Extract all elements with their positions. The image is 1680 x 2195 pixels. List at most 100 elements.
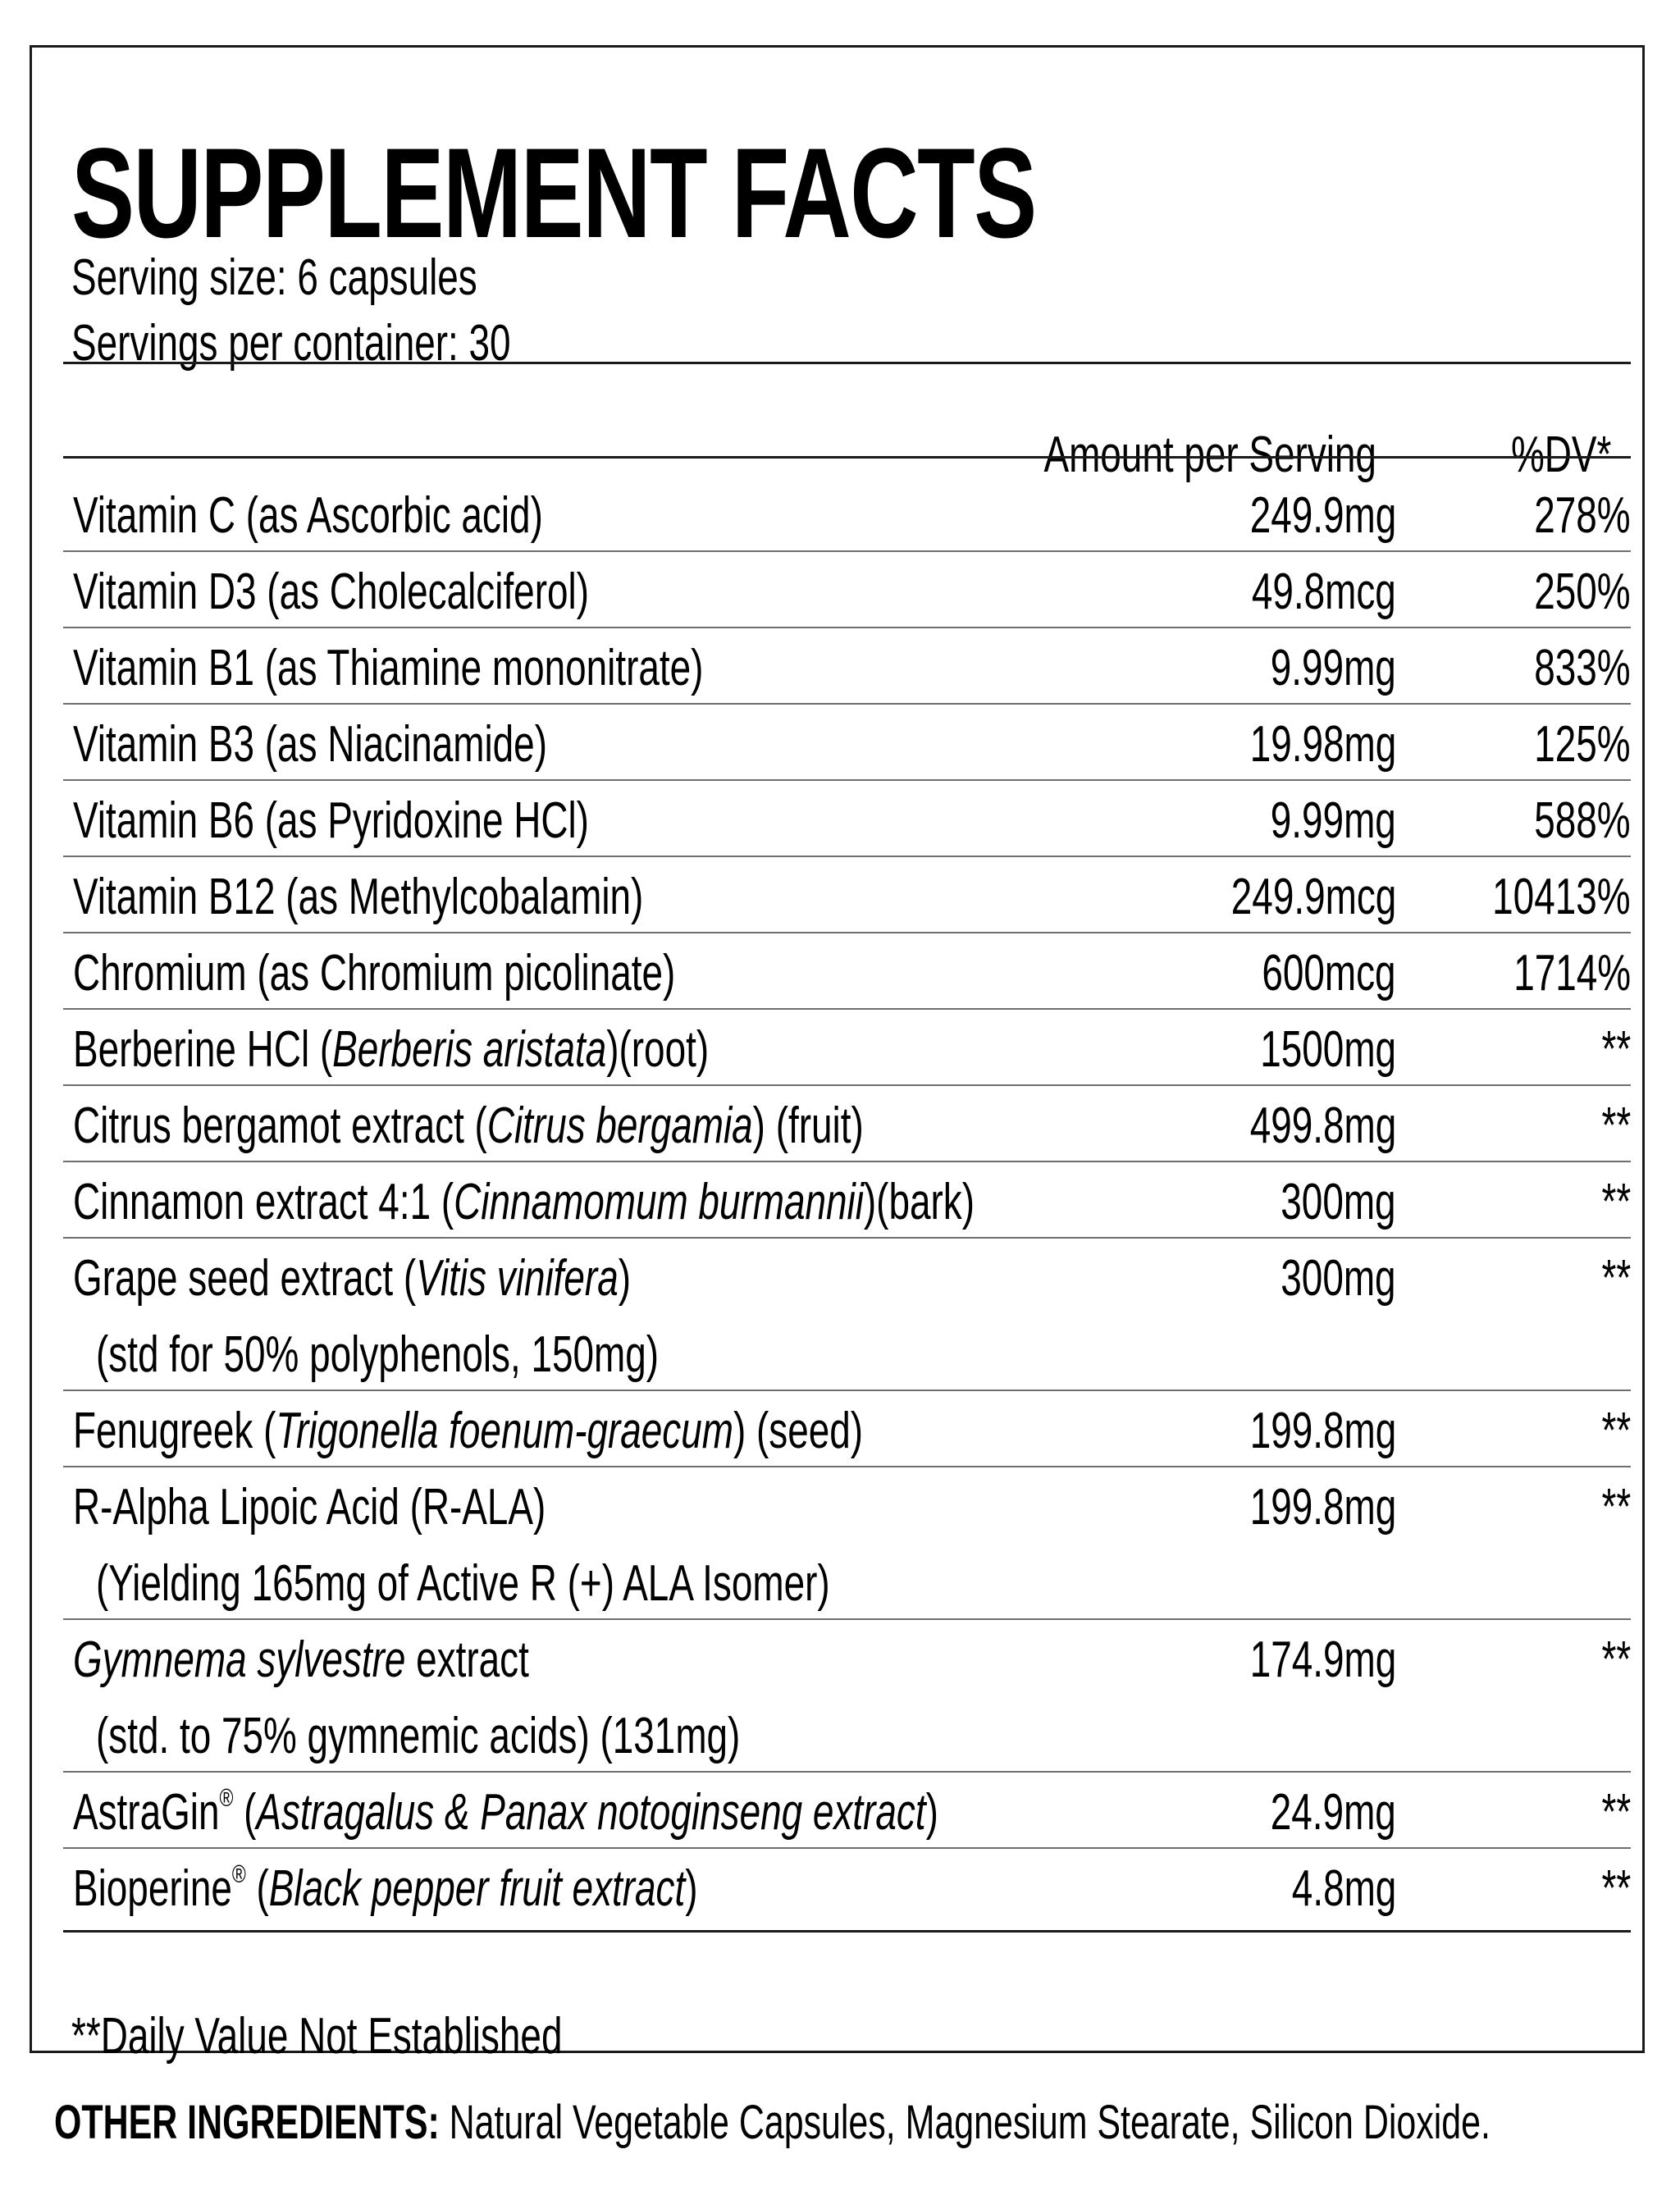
ingredient-amount: 600mcg [1215, 945, 1396, 1002]
table-row: Citrus bergamot extract (Citrus bergamia… [63, 1086, 1631, 1162]
table-row: Vitamin B3 (as Niacinamide) 19.98mg 125% [63, 705, 1631, 781]
ingredient-name-part: Vitamin B3 (as Niacinamide) [73, 716, 547, 773]
ingredient-amount-text: 499.8mg [1249, 1098, 1396, 1154]
ingredient-daily-value-text: ** [1601, 1403, 1631, 1459]
ingredient-daily-value: ** [1591, 1250, 1631, 1307]
ingredient-name-part: Vitamin B12 (as Methylcobalamin) [73, 869, 644, 925]
ingredient-amount: 249.9mcg [1173, 869, 1396, 926]
ingredients-table: Vitamin C (as Ascorbic acid) 249.9mg 278% V… [63, 476, 1631, 1923]
ingredient-name-part: Citrus bergamot extract ( [73, 1098, 487, 1154]
ingredient-daily-value: 833% [1500, 640, 1631, 697]
registered-mark: ® [231, 1860, 246, 1889]
ingredient-daily-value: 10413% [1444, 869, 1631, 926]
other-ingredients-text: Natural Vegetable Capsules, Magnesium St… [439, 2096, 1491, 2149]
ingredient-name-part: Vitamin B6 (as Pyridoxine HCl) [73, 792, 589, 849]
ingredient-name-part: Vitamin B1 (as Thiamine mononitrate) [73, 640, 704, 696]
ingredient-amount-text: 249.9mg [1249, 487, 1396, 544]
ingredient-name: Vitamin B3 (as Niacinamide) [73, 716, 714, 773]
ingredient-amount-text: 199.8mg [1249, 1479, 1396, 1536]
ingredient-amount-text: 9.99mg [1270, 792, 1396, 849]
table-row: Grape seed extract (Vitis vinifera) (std … [63, 1239, 1631, 1391]
ingredient-daily-value: 250% [1500, 564, 1631, 621]
header-bottom-rule [63, 456, 1631, 459]
ingredient-daily-value-text: ** [1601, 1250, 1631, 1307]
ingredient-name: Cinnamon extract 4:1 (Cinnamomum burmann… [73, 1174, 1291, 1231]
ingredient-daily-value: ** [1591, 1174, 1631, 1231]
ingredient-daily-value: ** [1591, 1860, 1631, 1918]
ingredient-amount-text: 199.8mg [1249, 1403, 1396, 1459]
registered-mark: ® [219, 1783, 234, 1813]
ingredient-daily-value-text: ** [1601, 1098, 1631, 1154]
table-row: Cinnamon extract 4:1 (Cinnamomum burmann… [63, 1162, 1631, 1239]
ingredient-amount-text: 300mg [1281, 1250, 1396, 1307]
ingredient-name: Grape seed extract (Vitis vinifera) [73, 1250, 827, 1307]
column-header-amount-text: Amount per Serving [1043, 427, 1376, 483]
ingredient-name-part: extract [405, 1631, 529, 1688]
other-ingredients-label: OTHER INGREDIENTS: [54, 2096, 440, 2149]
ingredient-daily-value: ** [1591, 1479, 1631, 1536]
ingredient-standardization-text: (std. to 75% gymnemic acids) (131mg) [96, 1708, 741, 1764]
ingredient-amount: 174.9mg [1198, 1631, 1396, 1689]
botanical-name: Cinnamomum burmannii [454, 1174, 864, 1230]
botanical-name: Berberis aristata [332, 1021, 607, 1078]
ingredient-amount: 9.99mg [1226, 792, 1396, 850]
ingredient-amount-text: 24.9mg [1270, 1784, 1396, 1841]
ingredient-daily-value-text: ** [1601, 1479, 1631, 1536]
ingredient-amount-text: 4.8mg [1291, 1860, 1396, 1917]
ingredient-amount-text: 9.99mg [1270, 640, 1396, 696]
servings-per-container-text: Servings per container: 30 [71, 315, 511, 372]
ingredient-name: Citrus bergamot extract (Citrus bergamia… [73, 1098, 1141, 1155]
title-text: SUPPLEMENT FACTS [71, 122, 1037, 265]
ingredient-name-part: Bioperine [73, 1860, 232, 1917]
ingredient-daily-value-text: ** [1601, 1021, 1631, 1078]
ingredient-name-part: Berberine HCl ( [73, 1021, 333, 1078]
ingredient-daily-value-text: 833% [1534, 640, 1631, 696]
table-row: Bioperine® (Black pepper fruit extract) 4… [63, 1849, 1631, 1923]
ingredient-amount: 300mg [1240, 1250, 1396, 1307]
ingredient-daily-value-text: ** [1601, 1174, 1631, 1230]
ingredient-name: Vitamin B6 (as Pyridoxine HCl) [73, 792, 770, 850]
ingredient-name: AstraGin® (Astragalus & Panax notoginsen… [73, 1784, 1242, 1841]
ingredient-daily-value-text: ** [1601, 1860, 1631, 1917]
table-row: Vitamin B1 (as Thiamine mononitrate) 9.99… [63, 628, 1631, 705]
ingredient-name: Fenugreek (Trigonella foenum-graecum) (s… [73, 1403, 1140, 1460]
botanical-name: Astragalus & Panax notoginseng extract [256, 1784, 926, 1841]
ingredient-daily-value-text: ** [1601, 1631, 1631, 1688]
table-row: Chromium (as Chromium picolinate) 600mcg 1… [63, 933, 1631, 1010]
ingredient-name-part: Fenugreek ( [73, 1403, 276, 1459]
ingredient-daily-value: ** [1591, 1784, 1631, 1841]
ingredient-standardization: (std for 50% polyphenols, 150mg) [96, 1326, 856, 1384]
ingredient-name-part: R-Alpha Lipoic Acid (R-ALA) [73, 1479, 546, 1536]
table-row: Vitamin D3 (as Cholecalciferol) 49.8mcg 25… [63, 552, 1631, 628]
ingredient-daily-value-text: 250% [1534, 564, 1631, 620]
botanical-name: Gymnema sylvestre [73, 1631, 406, 1688]
ingredient-amount-text: 600mcg [1262, 945, 1396, 1002]
ingredient-daily-value-text: 1714% [1513, 945, 1631, 1002]
ingredient-amount: 9.99mg [1226, 640, 1396, 697]
table-row: Vitamin B6 (as Pyridoxine HCl) 9.99mg 588% [63, 781, 1631, 857]
ingredient-standardization: (Yielding 165mg of Active R (+) ALA Isom… [96, 1555, 1088, 1613]
ingredient-name: Berberine HCl (Berberis aristata)(root) [73, 1021, 932, 1079]
ingredient-name-part: Chromium (as Chromium picolinate) [73, 945, 676, 1002]
ingredient-daily-value-text: 588% [1534, 792, 1631, 849]
ingredient-name-part: )(bark) [863, 1174, 975, 1230]
ingredient-daily-value-text: 125% [1534, 716, 1631, 773]
ingredient-amount-text: 174.9mg [1249, 1631, 1396, 1688]
ingredient-name-part: ) [925, 1784, 938, 1841]
ingredient-name-part: Grape seed extract ( [73, 1250, 417, 1307]
ingredient-name-part: Cinnamon extract 4:1 ( [73, 1174, 454, 1230]
table-row: Gymnema sylvestre extract (std. to 75% gy… [63, 1620, 1631, 1773]
table-row: Berberine HCl (Berberis aristata)(root) 1… [63, 1010, 1631, 1086]
ingredient-amount: 300mg [1240, 1174, 1396, 1231]
other-ingredients: OTHER INGREDIENTS: Natural Vegetable Cap… [54, 2096, 1680, 2150]
ingredient-name: Chromium (as Chromium picolinate) [73, 945, 887, 1002]
serving-size: Serving size: 6 capsules [71, 253, 620, 303]
ingredient-amount: 249.9mg [1198, 487, 1396, 545]
botanical-name: Vitis vinifera [416, 1250, 619, 1307]
ingredient-name-part: ) [618, 1250, 632, 1307]
column-header-amount: Amount per Serving [927, 427, 1376, 484]
botanical-name: Trigonella foenum-graecum [276, 1403, 733, 1459]
table-row: AstraGin® (Astragalus & Panax notoginsen… [63, 1773, 1631, 1849]
ingredient-amount-text: 19.98mg [1249, 716, 1396, 773]
ingredient-name: Vitamin D3 (as Cholecalciferol) [73, 564, 770, 621]
